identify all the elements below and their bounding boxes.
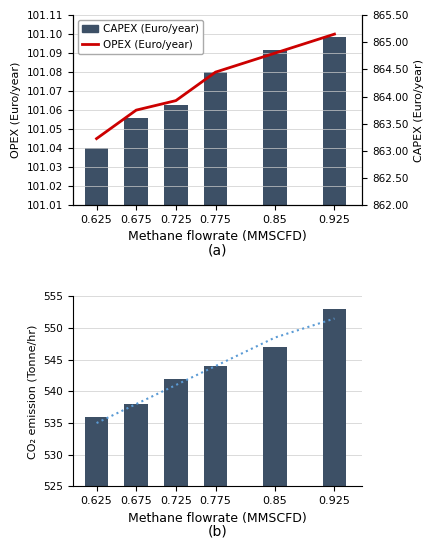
Text: (b): (b) <box>207 524 227 538</box>
Bar <box>203 72 227 550</box>
Bar <box>164 379 187 550</box>
OPEX (Euro/year) <box>272 50 277 57</box>
Bar <box>124 118 148 550</box>
Bar <box>263 51 286 550</box>
OPEX (Euro/year) <box>94 135 99 142</box>
Y-axis label: CO₂ emission (Tonne/hr): CO₂ emission (Tonne/hr) <box>27 324 37 459</box>
Bar <box>322 37 345 550</box>
Bar <box>85 148 108 550</box>
Legend: CAPEX (Euro/year), OPEX (Euro/year): CAPEX (Euro/year), OPEX (Euro/year) <box>78 20 203 54</box>
OPEX (Euro/year) <box>331 31 336 37</box>
Bar <box>85 417 108 550</box>
OPEX (Euro/year) <box>173 97 178 104</box>
X-axis label: Methane flowrate (MMSCFD): Methane flowrate (MMSCFD) <box>128 512 306 525</box>
Line: OPEX (Euro/year): OPEX (Euro/year) <box>96 34 334 139</box>
X-axis label: Methane flowrate (MMSCFD): Methane flowrate (MMSCFD) <box>128 230 306 244</box>
Bar <box>322 309 345 550</box>
Text: (a): (a) <box>207 243 227 257</box>
Bar <box>203 366 227 550</box>
OPEX (Euro/year) <box>212 69 217 75</box>
Y-axis label: CAPEX (Euro/year): CAPEX (Euro/year) <box>413 59 423 162</box>
Bar <box>263 347 286 550</box>
Bar <box>164 104 187 550</box>
Bar <box>124 404 148 550</box>
Y-axis label: OPEX (Euro/year): OPEX (Euro/year) <box>11 62 21 158</box>
OPEX (Euro/year) <box>133 107 138 113</box>
